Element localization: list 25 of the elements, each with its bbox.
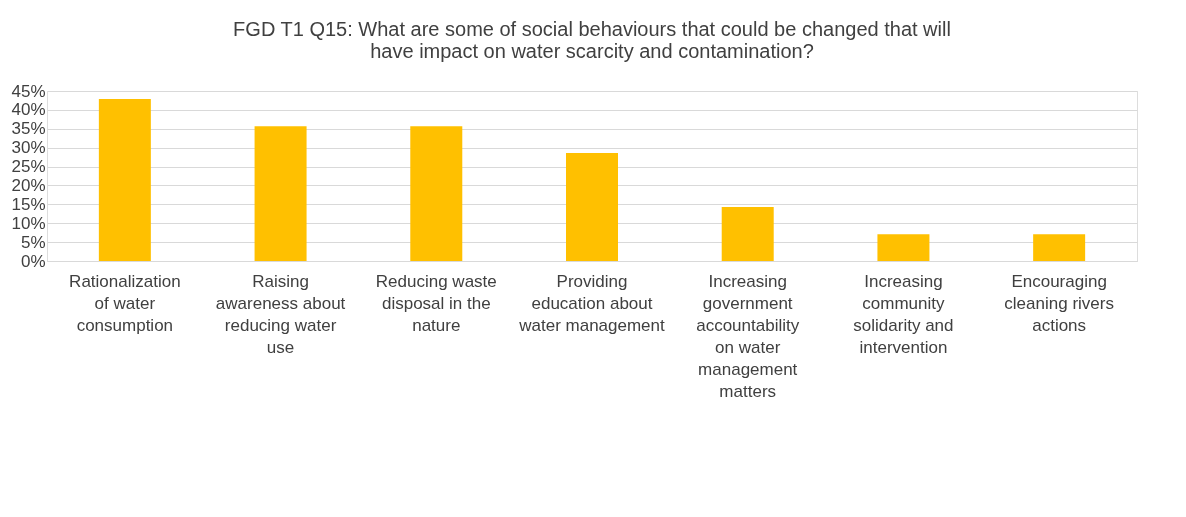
chart-title: FGD T1 Q15: What are some of social behaviours that could be changed that will have impact on water scarcity and contamination? [233,18,951,62]
bar [566,152,618,261]
y-tick-label: 30% [11,138,46,158]
x-tick-label: Rationalization of water consumption [69,271,181,335]
y-tick-label: 40% [11,100,46,120]
x-tick-label: Encouraging cleaning rivers actions [1004,271,1114,335]
y-tick-label: 25% [11,157,46,177]
bar [1033,234,1086,261]
bar [721,206,774,261]
x-tick-label: Increasing government accountability on water management matters [696,271,800,401]
y-tick-label: 15% [11,194,46,214]
y-tick-label: 20% [11,175,46,195]
bar [254,126,307,261]
x-tick-label: Raising awareness about reducing water use [215,271,346,357]
y-tick-label: 10% [11,213,46,233]
y-tick-label: 35% [11,119,46,139]
bar [410,126,463,261]
bar [98,98,151,261]
y-tick-label: 5% [20,232,46,252]
x-tick-label: Providing education about water management [518,271,666,335]
bar [877,234,930,261]
x-tick-label: Increasing community solidarity and intervention [853,271,954,357]
x-tick-label: Reducing waste disposal in the nature [375,271,497,335]
y-tick-label: 45% [11,81,46,101]
y-tick-label: 0% [20,251,46,271]
